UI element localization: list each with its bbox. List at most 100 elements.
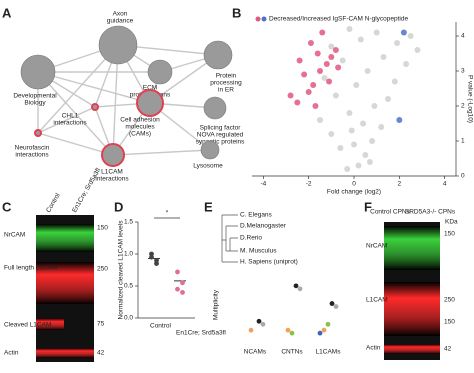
x-tick-label: -4: [260, 181, 266, 188]
point: [348, 127, 355, 134]
annotation: *: [166, 210, 169, 217]
actin-band: [384, 344, 440, 354]
node-label: Lysosome: [193, 163, 223, 170]
marker-label: 250: [97, 266, 108, 273]
x-tick-label: Control: [150, 323, 172, 330]
node-label: molecules: [125, 124, 155, 131]
node-label: processing: [210, 80, 242, 87]
panel-letter: E: [204, 199, 213, 214]
point: [414, 47, 421, 53]
marker-label: 250: [444, 297, 455, 304]
x-tick-label: 0: [352, 181, 356, 188]
band-label: L1CAM: [366, 297, 388, 304]
y-axis-label: Normalized cleaved L1CAM levels: [118, 220, 125, 320]
point: [332, 92, 339, 99]
point: [357, 36, 364, 43]
actin-band: [36, 348, 94, 358]
point: [394, 40, 401, 46]
point: [248, 327, 254, 333]
band-label: Actin: [4, 350, 19, 357]
x-tick-label: L1CAMs: [316, 349, 342, 356]
node-label: guidance: [107, 18, 134, 25]
x-tick-label: 2: [398, 181, 402, 188]
cleaved-band: [36, 318, 64, 330]
node-label: L1CAM: [101, 169, 123, 176]
legend-label: C. Elegans: [240, 212, 273, 219]
y-tick-label: 4: [461, 33, 465, 40]
point: [154, 258, 159, 263]
network-node: [147, 59, 173, 85]
x-tick-label: 4: [443, 181, 447, 188]
tree: [221, 214, 238, 263]
network-node: [98, 25, 138, 65]
point: [287, 92, 294, 99]
node-label: Developmental: [13, 93, 57, 100]
network-node: [101, 143, 125, 167]
node-label: ECM: [143, 85, 157, 92]
point: [321, 327, 327, 333]
point: [314, 50, 321, 57]
network-node: [203, 96, 227, 120]
l1cam-band: [36, 262, 94, 304]
node-label: interactions: [15, 152, 49, 159]
x-tick-label: En1Cre; Srd5a3fl: [176, 330, 226, 337]
point: [293, 283, 299, 289]
point: [294, 99, 301, 106]
y-tick-label: 2: [461, 103, 465, 110]
network-edge: [37, 132, 114, 156]
point: [260, 321, 266, 327]
point: [325, 321, 331, 327]
point: [385, 96, 391, 102]
y-tick-label: 0.5: [124, 283, 133, 290]
band-label: Cleaved L1CAM: [4, 322, 51, 329]
x-axis-label: Fold change (log2): [327, 189, 381, 196]
point: [310, 82, 317, 88]
point: [296, 57, 303, 64]
y-tick-label: 1.0: [124, 251, 133, 258]
point: [364, 68, 371, 74]
panel-letter: A: [2, 5, 12, 20]
point: [407, 33, 414, 39]
legend-label: D.Rerio: [240, 235, 262, 242]
lane-label: Control: [45, 192, 62, 214]
point: [403, 61, 410, 67]
point: [149, 251, 154, 257]
point: [344, 166, 351, 172]
band-label: NrCAM: [366, 243, 387, 250]
nrcam-band: [36, 224, 94, 252]
nrcam-band: [384, 226, 440, 270]
network-node: [20, 54, 56, 90]
y-tick-label: 3: [461, 68, 465, 75]
network-edge: [37, 106, 96, 134]
marker-label: 42: [97, 350, 105, 357]
point: [335, 64, 342, 71]
point: [339, 57, 346, 64]
marker-label: 75: [97, 321, 105, 328]
point: [366, 159, 373, 165]
point: [333, 304, 339, 309]
network-edge: [112, 149, 211, 156]
point: [369, 138, 376, 144]
point: [400, 29, 407, 36]
y-tick-label: 0.0: [124, 315, 133, 322]
node-label: Neurofascin: [15, 145, 50, 152]
panel-letter: D: [114, 199, 123, 214]
unit-label: KDa: [445, 219, 458, 226]
point: [391, 78, 398, 85]
point: [351, 141, 357, 148]
y-axis-label: P value (-Log10): [466, 75, 473, 123]
node-label: Biology: [24, 100, 46, 107]
point: [319, 29, 326, 36]
point: [301, 71, 308, 78]
point: [175, 286, 180, 292]
network-edge: [37, 71, 114, 156]
lane-label: Control CPNs: [370, 209, 410, 216]
legend-swatch: [255, 16, 261, 22]
point: [373, 29, 380, 36]
legend-label: M. Musculus: [240, 248, 277, 255]
point: [380, 54, 387, 60]
node-label: in ER: [218, 87, 234, 94]
point: [321, 75, 328, 81]
point: [360, 120, 367, 127]
point: [332, 47, 339, 53]
